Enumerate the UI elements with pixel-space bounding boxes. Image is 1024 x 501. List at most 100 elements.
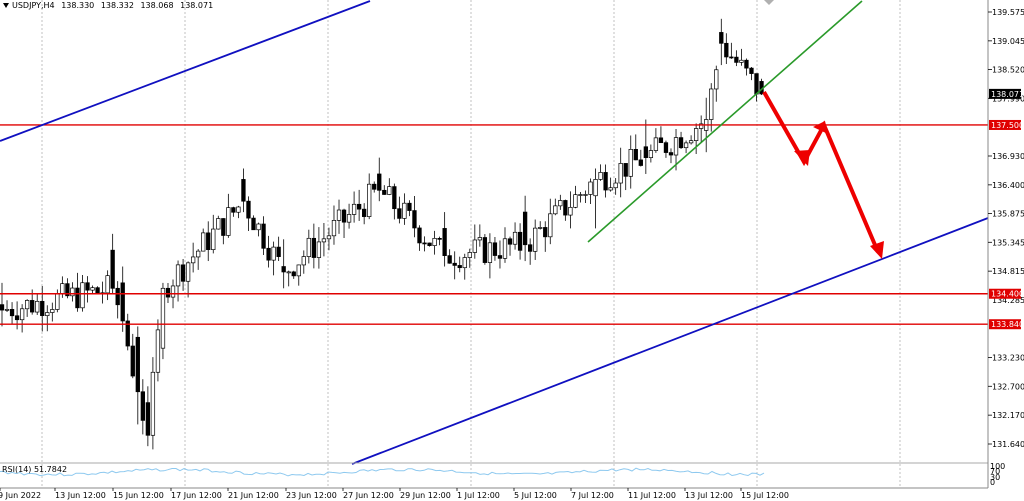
candle-body xyxy=(533,227,538,252)
candle-body xyxy=(120,282,125,322)
price-tick-label: 138.520 xyxy=(992,65,1024,74)
candle-body xyxy=(30,300,35,313)
price-tick-label: 131.640 xyxy=(992,440,1024,449)
candle-body xyxy=(472,239,477,253)
candle-body xyxy=(246,200,251,219)
rsi-line xyxy=(0,467,765,477)
candle-body xyxy=(185,262,191,282)
candle-body xyxy=(251,217,256,231)
candle-body xyxy=(4,309,10,311)
time-tick-label: 21 Jun 12:00 xyxy=(228,491,279,500)
candle-body xyxy=(382,189,387,195)
candle-body xyxy=(598,172,603,180)
candle-body xyxy=(25,300,30,310)
candle-body xyxy=(261,223,266,249)
candle-body xyxy=(135,336,140,393)
candle-body xyxy=(709,88,714,120)
candle-body xyxy=(392,186,397,210)
level-price-tag xyxy=(989,319,1021,330)
level-price-label: 133.840 xyxy=(991,320,1024,329)
candle-body xyxy=(19,308,25,321)
level-price-tag xyxy=(989,119,1021,130)
candle-body xyxy=(432,237,437,246)
time-tick-label: 15 Jul 12:00 xyxy=(741,491,789,500)
candle-body xyxy=(477,237,482,241)
upper-channel-line[interactable] xyxy=(0,0,371,142)
candle-body xyxy=(110,249,115,289)
candle-body xyxy=(507,238,513,245)
candle-body xyxy=(623,163,628,177)
candle-body xyxy=(447,255,452,264)
price-tags: 137.500 134.400 133.840 138.071 xyxy=(989,88,1024,330)
candle-body xyxy=(648,150,654,158)
candle-body xyxy=(291,271,296,277)
candle-body xyxy=(643,146,648,158)
candle-body xyxy=(668,152,674,156)
candle-body xyxy=(316,241,322,258)
candle-body xyxy=(85,282,90,291)
candle-body xyxy=(170,285,176,298)
price-tick-label: 133.230 xyxy=(992,353,1024,362)
low-value: 138.068 xyxy=(140,1,174,10)
time-tick-label: 13 Jul 12:00 xyxy=(685,491,733,500)
price-tick-label: 132.170 xyxy=(992,411,1024,420)
close-value: 138.071 xyxy=(180,1,214,10)
candle-body xyxy=(558,200,563,207)
candle-body xyxy=(387,186,392,195)
support-trendline[interactable] xyxy=(587,0,863,243)
level-price-label: 134.400 xyxy=(991,290,1024,299)
candle-body xyxy=(517,231,523,251)
price-tick-label: 132.700 xyxy=(992,382,1024,391)
time-tick-label: 7 Jul 12:00 xyxy=(571,491,614,500)
candle-body xyxy=(95,287,100,294)
candle-body xyxy=(351,203,357,215)
candle-body xyxy=(281,266,286,273)
candle-body xyxy=(512,231,518,245)
rsi-scale-label: 100 xyxy=(990,462,1005,471)
candle-body xyxy=(744,59,749,69)
candle-body xyxy=(377,173,382,191)
candle-body xyxy=(160,287,166,349)
symbol-info: USDJPY,H4 138.330 138.332 138.068 138.07… xyxy=(12,1,217,10)
high-value: 138.332 xyxy=(100,1,134,10)
price-tick-label: 136.400 xyxy=(992,181,1024,190)
time-tick-label: 15 Jun 12:00 xyxy=(113,491,164,500)
candle-body xyxy=(362,208,367,217)
candle-body xyxy=(497,255,503,259)
candle-body xyxy=(487,242,493,263)
candle-body xyxy=(266,247,271,261)
candle-body xyxy=(165,287,171,298)
candle-body xyxy=(543,227,548,238)
candle-body xyxy=(201,232,206,252)
time-axis: 9 Jun 2022 13 Jun 12:00 15 Jun 12:00 17 Jun… xyxy=(0,488,789,500)
candle-body xyxy=(653,137,659,151)
candle-body xyxy=(548,213,553,238)
candle-body xyxy=(65,283,70,297)
candle-body xyxy=(583,194,588,196)
price-tick-label: 135.345 xyxy=(992,238,1024,247)
candle-body xyxy=(683,142,689,149)
candle-body xyxy=(658,137,664,144)
candle-body xyxy=(638,159,643,166)
candle-body xyxy=(628,149,633,177)
candle-body xyxy=(356,203,362,210)
candle-body xyxy=(211,228,216,250)
candle-body xyxy=(663,142,669,153)
rsi-label: RSI(14) 51.7842 xyxy=(2,465,68,474)
candle-body xyxy=(190,256,196,264)
chevron-down-icon[interactable] xyxy=(3,3,9,8)
candle-body xyxy=(40,300,45,316)
forecast-arrowhead-3 xyxy=(870,241,884,259)
time-tick-label: 11 Jul 12:00 xyxy=(628,491,676,500)
candle-body xyxy=(336,209,342,221)
time-tick-label: 13 Jun 12:00 xyxy=(55,491,106,500)
shift-marker-icon[interactable] xyxy=(764,0,774,5)
candle-body xyxy=(326,235,332,240)
price-tick-label: 139.045 xyxy=(992,37,1024,46)
candle-body xyxy=(155,329,161,373)
candle-body xyxy=(175,264,181,287)
candle-body xyxy=(578,194,583,196)
candle-body xyxy=(311,237,317,258)
candle-body xyxy=(593,179,598,197)
